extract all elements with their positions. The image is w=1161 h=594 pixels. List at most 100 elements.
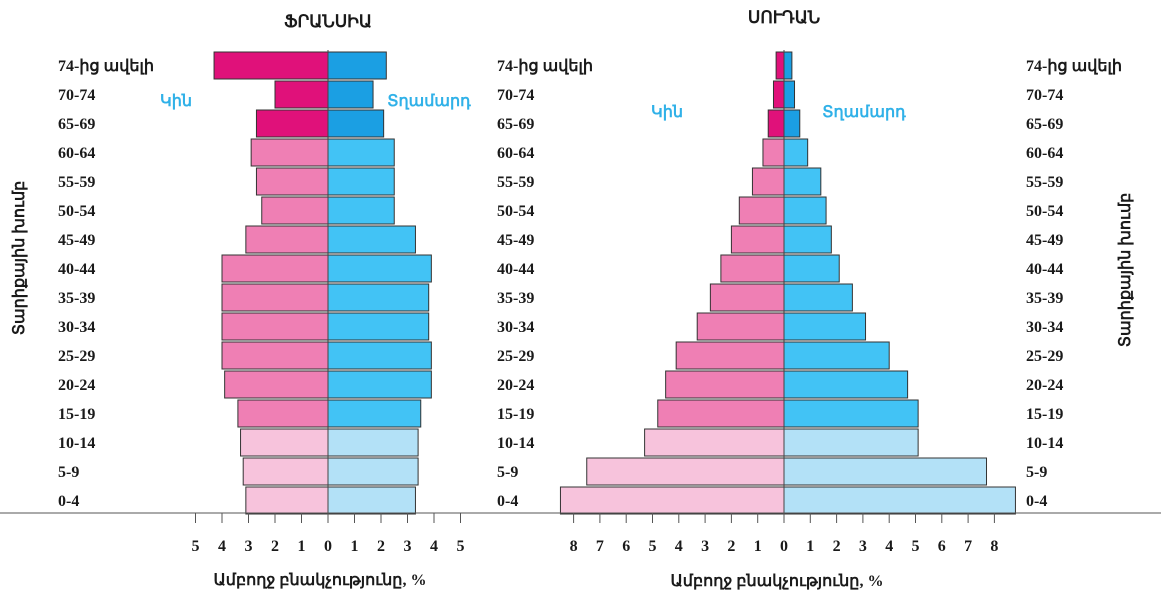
sudan-age-labels-right: 74-ից ավելի 70-74 65-69 60-64 55-59 50-54 45-4… [1026,58,1122,510]
x-tick-label: 5 [192,538,200,555]
female-bar [221,312,329,341]
female-bar [644,428,785,457]
female-bar [245,225,329,254]
female-bar [224,370,329,399]
male-bar [327,51,387,80]
female-bar [709,283,785,312]
female-bar [240,428,329,457]
male-bar [327,283,430,312]
age-group-label: 55-59 [1026,174,1063,191]
age-group-label: 35-39 [497,290,534,307]
female-bar [696,312,785,341]
x-tick-label: 1 [806,538,814,555]
age-group-label: 0-4 [497,493,518,510]
female-bar [775,51,785,80]
age-group-label: 45-49 [497,232,534,249]
sudan-bars [559,50,1016,515]
male-bar [327,341,432,370]
female-bar [586,457,785,486]
france-pyramid: ՖՐԱՆՍԻԱ 74-ից ավելի 70-74 65-69 60-64 55-59 5… [11,12,471,589]
male-bar [783,51,793,80]
female-bar [242,457,329,486]
female-bar [762,138,785,167]
male-bar [327,370,432,399]
male-bar [327,167,395,196]
age-group-label: 0-4 [1026,493,1047,510]
x-tick-label: 1 [754,538,762,555]
male-bar [327,428,419,457]
age-group-label: 65-69 [58,116,95,133]
age-group-label: 5-9 [58,464,79,481]
age-group-label: 60-64 [58,145,95,162]
female-bar [767,109,785,138]
france-y-axis-label: Տարիքային խումբ [11,181,28,336]
sudan-female-label: Կին [651,104,683,121]
male-bar [783,341,890,370]
x-tick-label: 4 [675,538,683,555]
age-group-label: 50-54 [58,203,95,220]
sudan-x-axis-label: Ամբողջ բնակչությունը, % [671,573,884,590]
female-bar [237,399,329,428]
france-age-labels: 74-ից ավելի 70-74 65-69 60-64 55-59 50-54 45-4… [58,58,154,510]
age-group-label: 20-24 [497,377,534,394]
x-tick-label: 3 [404,538,412,555]
age-group-label: 60-64 [1026,145,1063,162]
female-bar [274,80,329,109]
age-group-label: 30-34 [497,319,534,336]
age-group-label: 40-44 [1026,261,1063,278]
male-bar [783,138,809,167]
female-bar [255,167,329,196]
sudan-y-axis-label: Տարիքային խումբ [1117,193,1134,348]
age-group-label: 20-24 [1026,377,1063,394]
female-bar [221,283,329,312]
x-tick-label: 7 [596,538,604,555]
x-tick-label: 3 [701,538,709,555]
age-group-label: 0-4 [58,493,79,510]
female-bar [738,196,785,225]
france-bars [213,50,432,515]
female-bar [657,399,785,428]
male-bar [783,225,832,254]
female-bar [675,341,785,370]
france-x-ticks: 5 4 3 2 1 0 1 2 3 4 5 [192,513,465,555]
male-bar [783,486,1016,515]
female-bar [730,225,785,254]
age-group-label: 35-39 [1026,290,1063,307]
age-group-label: 70-74 [1026,87,1063,104]
age-group-label: 74-ից ավելի [497,58,593,75]
x-tick-label: 0 [780,538,788,555]
male-bar [783,428,919,457]
age-group-label: 15-19 [1026,406,1063,423]
france-female-label: Կին [160,93,192,110]
male-bar [783,399,919,428]
age-group-label: 40-44 [58,261,95,278]
age-group-label: 35-39 [58,290,95,307]
x-tick-label: 4 [218,538,226,555]
male-bar [327,225,416,254]
france-x-axis-label: Ամբողջ բնակչությունը, % [214,572,427,589]
female-bar [720,254,785,283]
age-group-label: 74-ից ավելի [58,58,154,75]
female-bar [245,486,329,515]
age-group-label: 50-54 [497,203,534,220]
x-tick-label: 3 [245,538,253,555]
female-bar [221,254,329,283]
age-group-label: 65-69 [497,116,534,133]
x-tick-label: 4 [430,538,438,555]
x-tick-label: 5 [457,538,465,555]
sudan-title: ՍՈՒԴԱՆ [748,8,820,27]
female-bar [772,80,785,109]
france-title: ՖՐԱՆՍԻԱ [284,12,372,31]
x-tick-label: 6 [622,538,630,555]
age-group-label: 25-29 [1026,348,1063,365]
age-group-label: 20-24 [58,377,95,394]
age-group-label: 70-74 [497,87,534,104]
x-tick-label: 7 [964,538,972,555]
age-group-label: 55-59 [58,174,95,191]
male-bar [327,138,395,167]
age-group-label: 10-14 [497,435,534,452]
age-group-label: 25-29 [497,348,534,365]
male-bar [783,283,853,312]
x-tick-label: 8 [570,538,578,555]
male-bar [327,254,432,283]
